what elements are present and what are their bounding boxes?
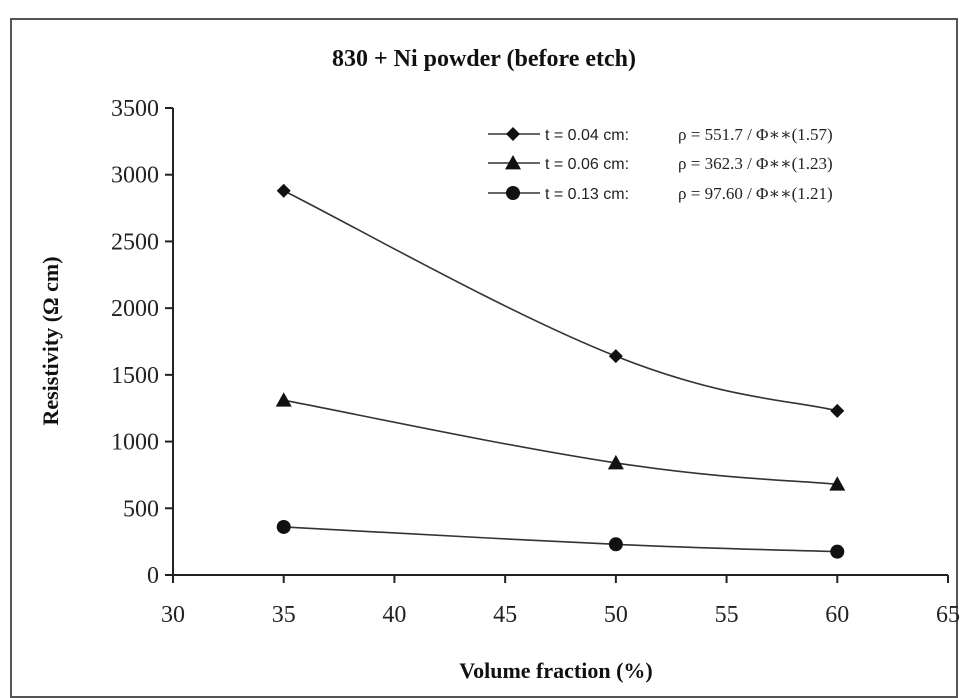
data-point: [830, 403, 845, 418]
data-point: [607, 454, 624, 470]
data-point: [830, 544, 845, 559]
data-point: [275, 392, 292, 407]
legend-series-name: t = 0.04 cm:: [545, 127, 629, 144]
legend-series-name: t = 0.06 cm:: [545, 156, 629, 173]
legend-marker: [505, 155, 521, 170]
legend-series-name: t = 0.13 cm:: [545, 186, 629, 203]
x-tick-label: 55: [715, 602, 739, 628]
x-axis-label: Volume fraction (%): [459, 658, 653, 683]
y-axis-label: Resistivity (Ω cm): [38, 256, 63, 425]
y-tick-label: 2000: [111, 296, 159, 322]
x-tick-label: 50: [604, 602, 628, 628]
x-tick-label: 60: [825, 602, 849, 628]
x-tick-label: 35: [272, 602, 296, 628]
axes: [172, 108, 948, 576]
y-tick-label: 1000: [111, 430, 159, 456]
data-point: [276, 183, 291, 198]
x-tick-label: 30: [161, 602, 185, 628]
series-layer: [275, 183, 846, 559]
legend-marker: [506, 186, 520, 200]
x-ticks: 30 35 40 45 50 55 60 65: [161, 575, 960, 628]
data-point: [608, 537, 623, 552]
y-tick-label: 1500: [111, 363, 159, 389]
series-line: [283, 190, 838, 412]
series-1: [276, 183, 845, 418]
x-tick-label: 40: [382, 602, 406, 628]
x-tick-label: 45: [493, 602, 517, 628]
legend-item: t = 0.06 cm: ρ = 362.3 / Φ∗∗(1.23): [488, 154, 833, 173]
series-2: [275, 392, 846, 491]
y-tick-label: 3500: [111, 96, 159, 122]
series-3: [276, 519, 845, 559]
series-line: [283, 399, 838, 486]
chart-title: 830 + Ni powder (before etch): [332, 46, 636, 72]
y-tick-label: 0: [147, 563, 159, 589]
legend-marker: [506, 127, 520, 141]
legend-item: t = 0.13 cm: ρ = 97.60 / Φ∗∗(1.21): [488, 184, 833, 203]
y-tick-label: 500: [123, 496, 159, 522]
x-tick-label: 65: [936, 602, 960, 628]
legend-equation: ρ = 551.7 / Φ∗∗(1.57): [678, 125, 833, 144]
legend-equation: ρ = 97.60 / Φ∗∗(1.21): [678, 184, 833, 203]
data-point: [829, 476, 846, 491]
y-tick-label: 2500: [111, 229, 159, 255]
series-line: [283, 526, 838, 553]
legend: t = 0.04 cm: ρ = 551.7 / Φ∗∗(1.57)t = 0.0…: [488, 125, 833, 203]
chart-frame: [10, 18, 958, 698]
legend-item: t = 0.04 cm: ρ = 551.7 / Φ∗∗(1.57): [488, 125, 833, 144]
y-ticks: 0 500 1000 1500 2000 2500 3000 3500: [111, 96, 173, 589]
data-point: [276, 519, 291, 534]
y-tick-label: 3000: [111, 163, 159, 189]
legend-equation: ρ = 362.3 / Φ∗∗(1.23): [678, 154, 833, 173]
data-point: [608, 349, 623, 364]
